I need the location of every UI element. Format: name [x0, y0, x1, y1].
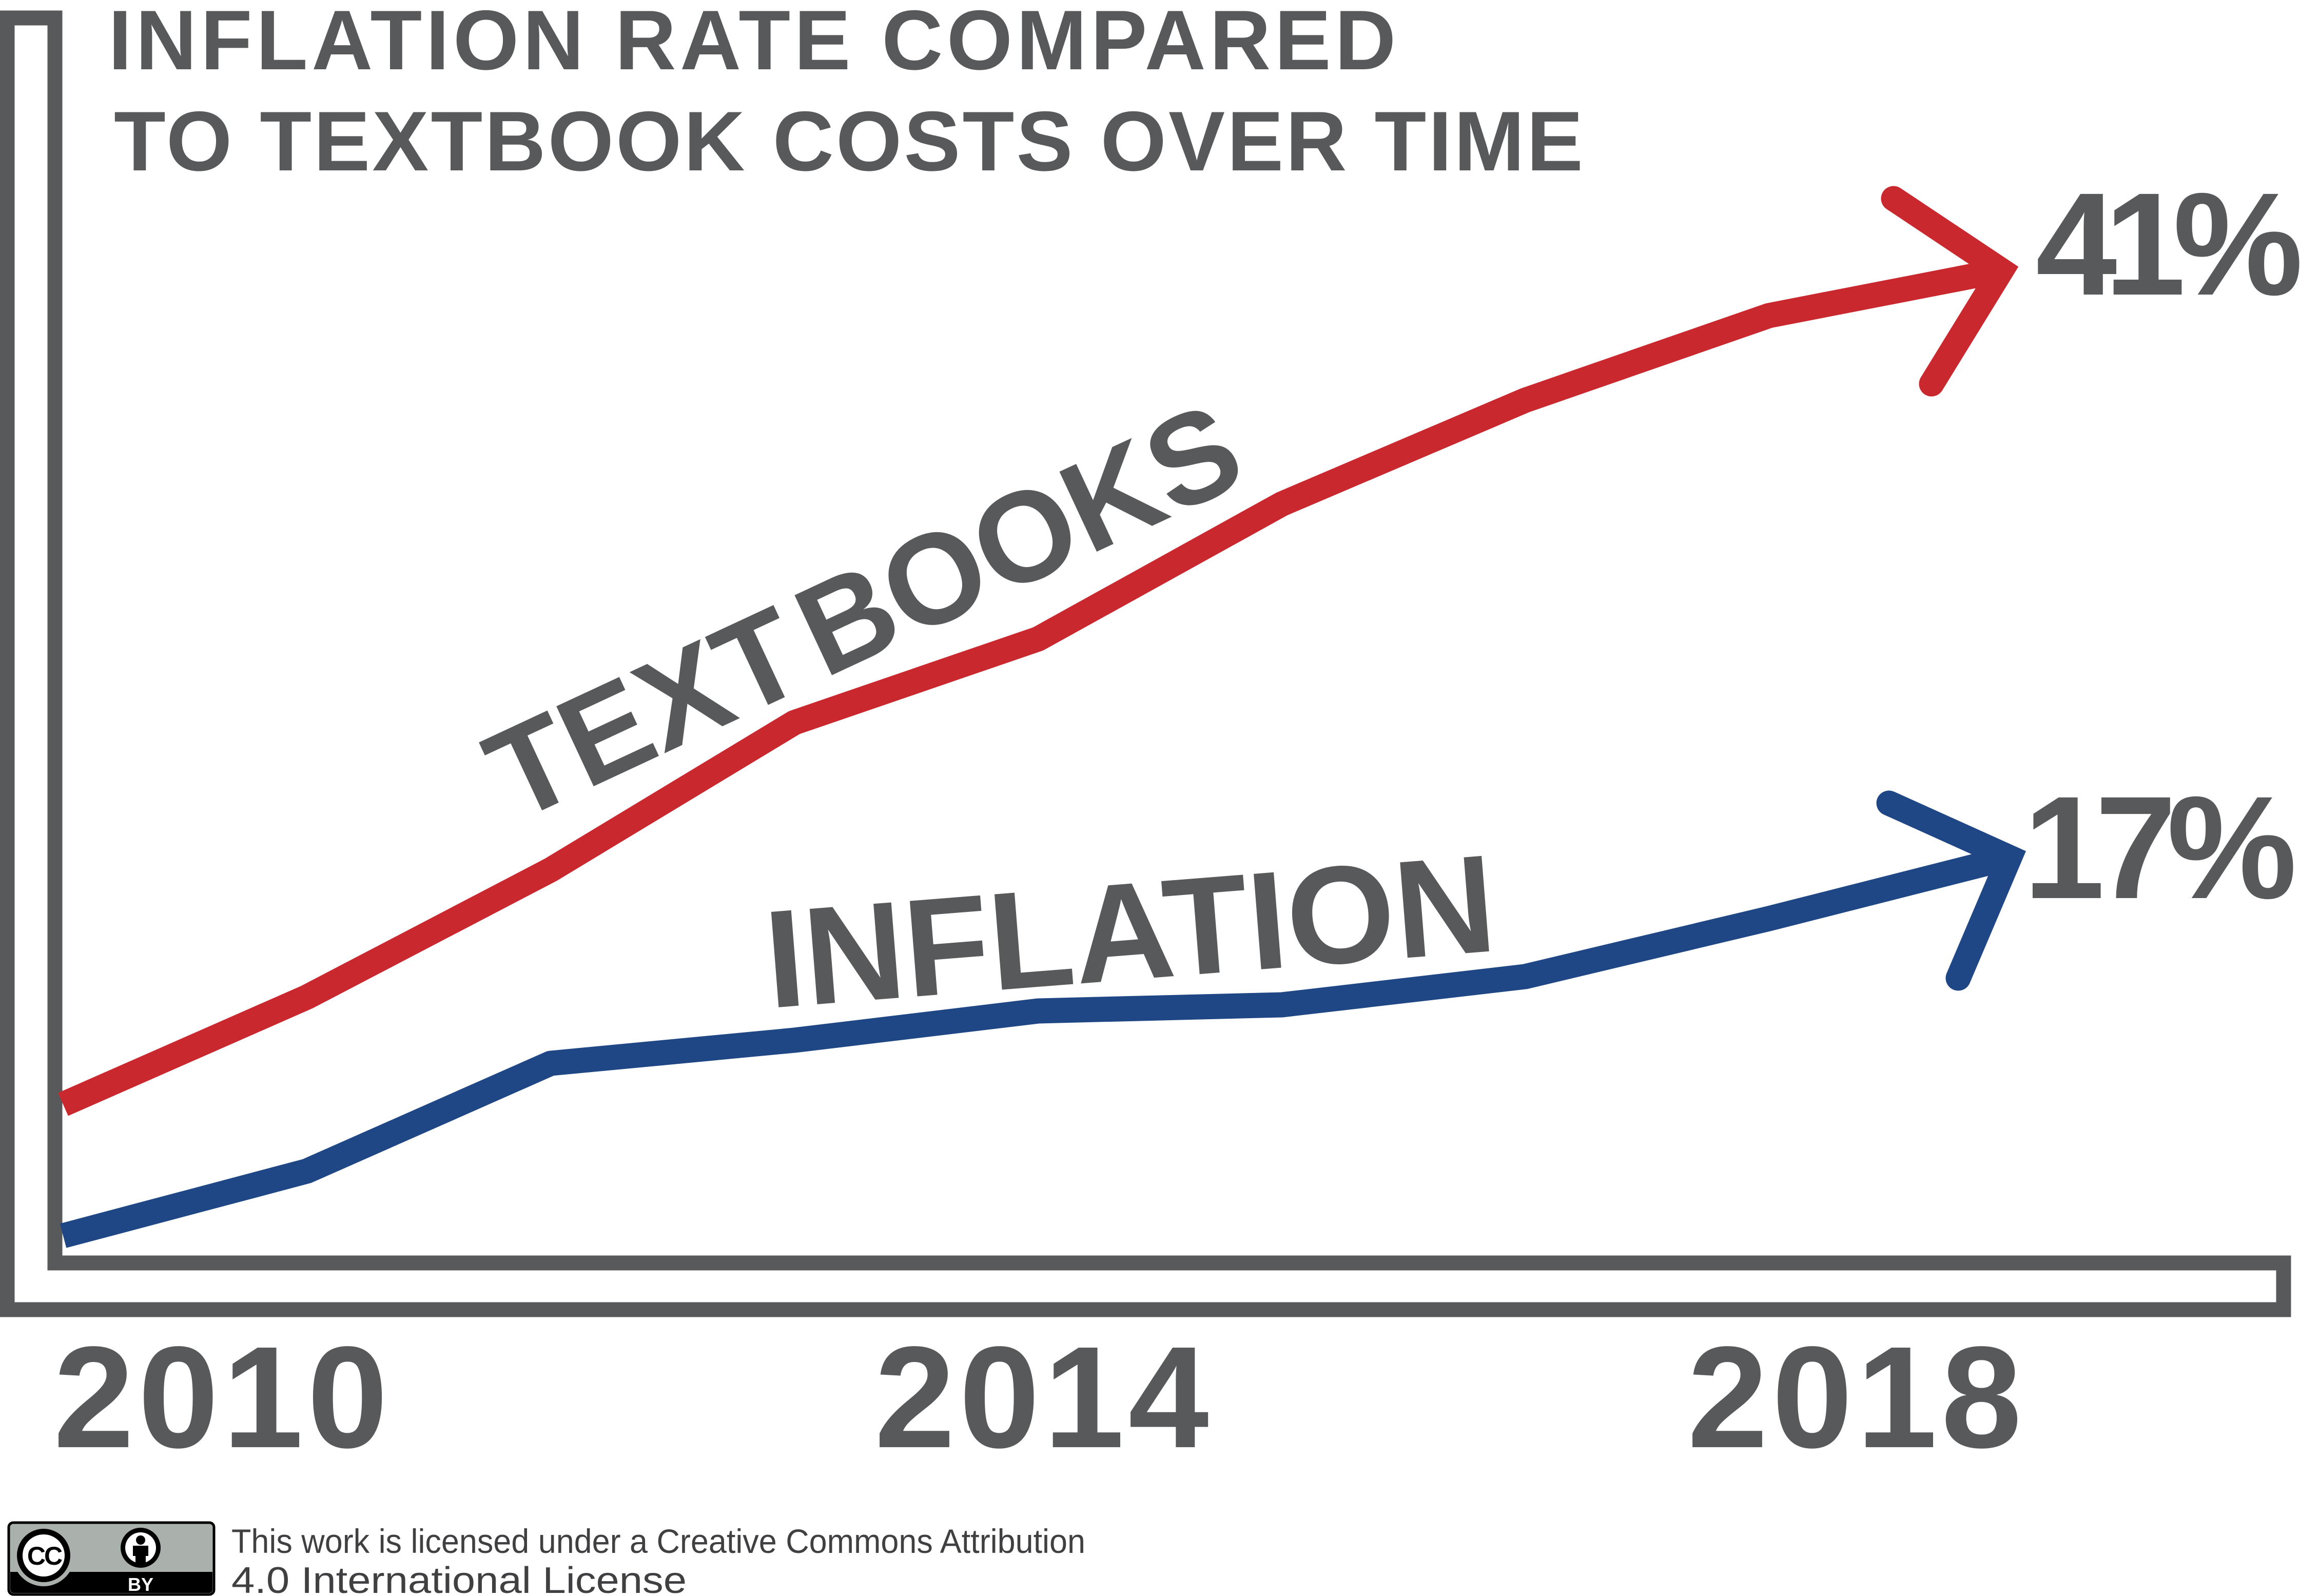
svg-text:4.0 International License: 4.0 International License — [231, 1560, 687, 1596]
svg-text:2014: 2014 — [874, 1316, 1213, 1478]
svg-text:17%: 17% — [2023, 766, 2297, 929]
svg-text:TO TEXTBOOK COSTS OVER TIME: TO TEXTBOOK COSTS OVER TIME — [114, 94, 1585, 188]
svg-text:This work is licensed under a: This work is licensed under a Creative C… — [231, 1522, 1085, 1560]
svg-text:41%: 41% — [2036, 163, 2300, 326]
svg-text:INFLATION RATE COMPARED: INFLATION RATE COMPARED — [108, 0, 1400, 87]
svg-text:2018: 2018 — [1687, 1316, 2025, 1478]
svg-text:BY: BY — [128, 1574, 153, 1595]
svg-text:2010: 2010 — [53, 1316, 392, 1478]
svg-text:CC: CC — [27, 1542, 62, 1570]
